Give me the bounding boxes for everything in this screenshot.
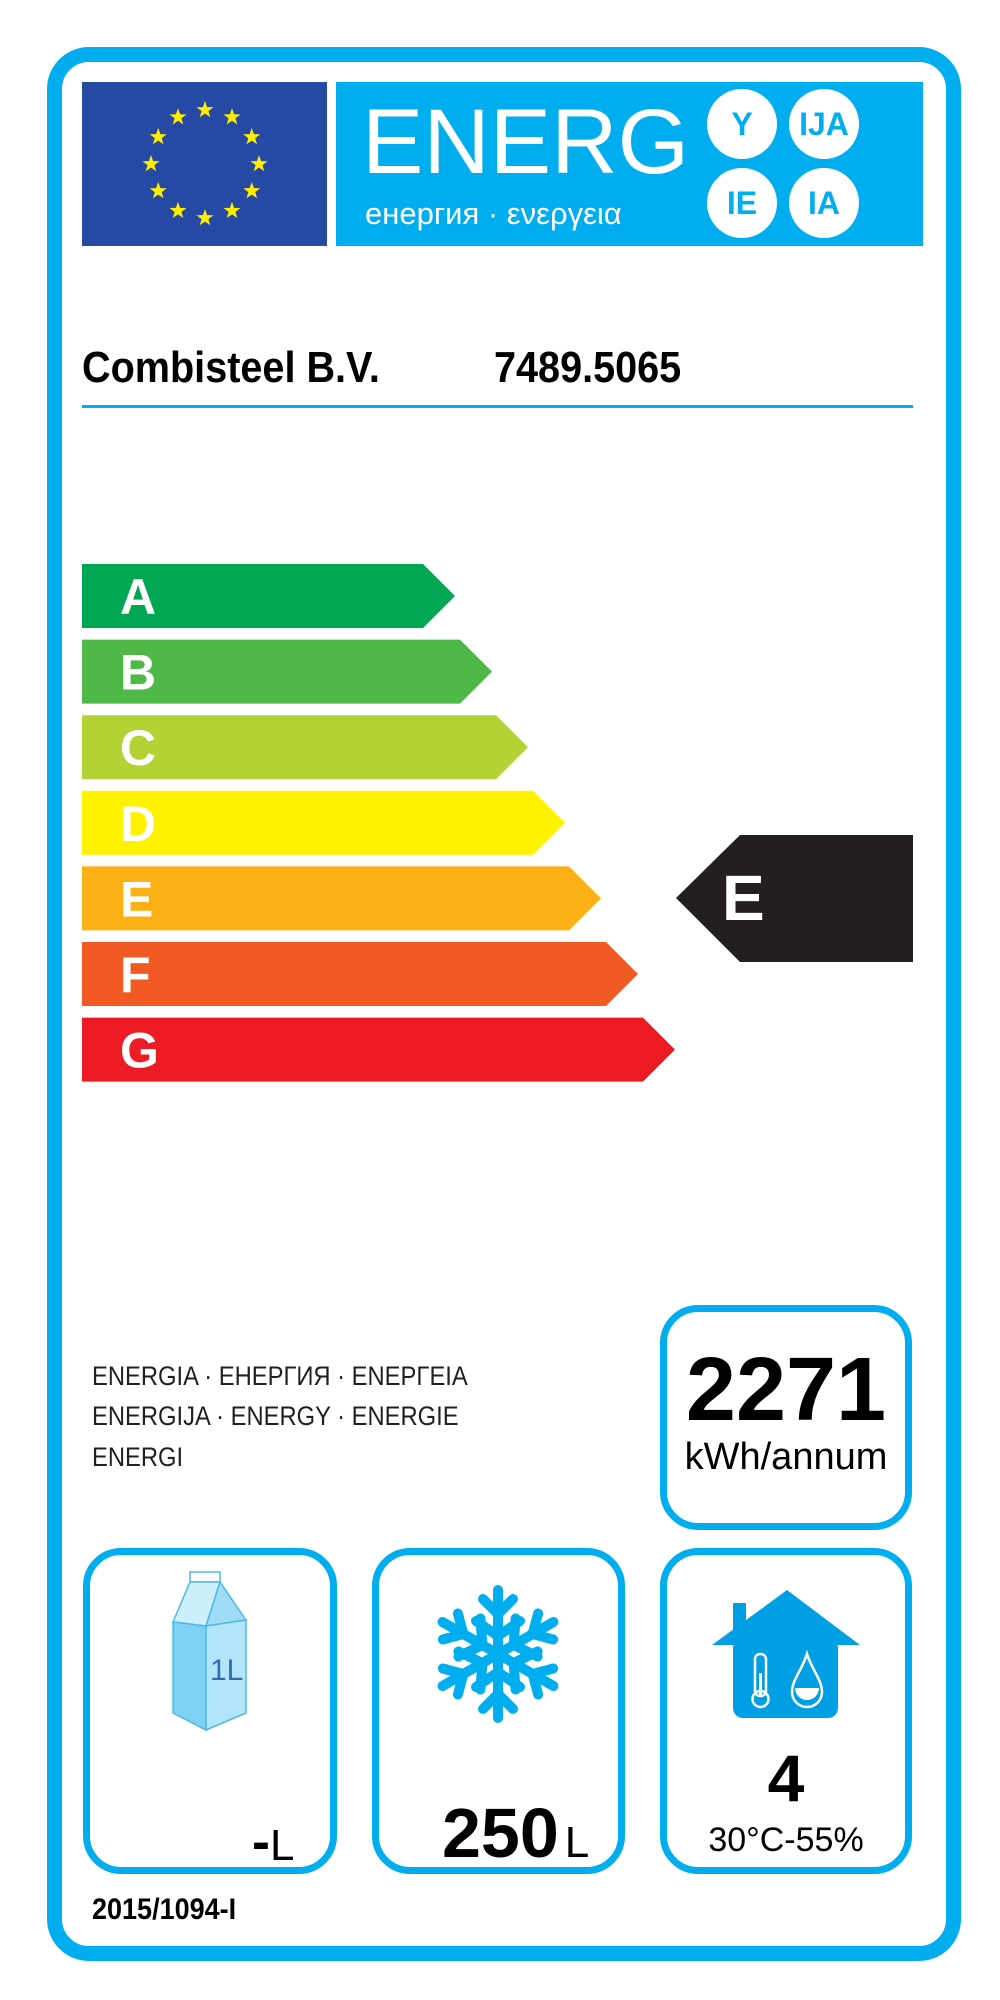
star-icon	[196, 101, 214, 118]
star-icon	[243, 182, 261, 199]
model-identifier: 7489.5065	[494, 343, 682, 392]
climate-class-box	[660, 1548, 912, 1874]
frozen-volume: 250 L	[442, 1798, 589, 1868]
chilled-volume-box	[83, 1548, 337, 1874]
milk-carton-icon: 1L	[171, 1571, 248, 1732]
rating-arrow	[676, 835, 913, 962]
frozen-volume-value: 250	[442, 1794, 559, 1872]
class-letter: C	[120, 720, 156, 776]
class-letter: G	[120, 1023, 159, 1079]
humidity-drop-icon	[790, 1649, 824, 1709]
frozen-volume-box	[372, 1548, 625, 1874]
star-icon	[223, 201, 241, 218]
chilled-volume-value: -	[252, 1812, 270, 1872]
star-icon	[196, 209, 214, 226]
suffix-ia: IA	[789, 168, 859, 238]
class-bar-g	[82, 1017, 675, 1082]
eu-stars-icon	[142, 101, 268, 226]
suffix-ie: IE	[707, 168, 777, 238]
climate-class-value: 4	[767, 1741, 805, 1815]
rating-letter: E	[722, 862, 765, 934]
class-bar-a	[82, 564, 455, 628]
energy-consumption-box	[660, 1305, 912, 1530]
snowflake-icon	[437, 1585, 559, 1723]
star-icon	[243, 128, 261, 145]
suffix-ija: IJA	[789, 89, 859, 159]
energy-consumption-value: 2271	[685, 1340, 887, 1440]
regulation-number: 2015/1094-I	[92, 1893, 237, 1926]
energy-consumption-unit: kWh/annum	[684, 1436, 888, 1478]
supplier-name: Combisteel B.V.	[82, 343, 380, 392]
energy-label-line: ENERGIA · ЕНЕРГИЯ · ΕΝΕΡΓΕΙΑ	[92, 1361, 468, 1391]
energ-word: ENERG	[362, 91, 690, 193]
carton-label: 1L	[210, 1654, 243, 1687]
star-icon	[169, 201, 187, 218]
star-icon	[142, 155, 160, 172]
class-letter: D	[120, 796, 156, 852]
class-letter: A	[120, 569, 156, 625]
star-icon	[149, 128, 167, 145]
climate-conditions: 30°C-55%	[708, 1821, 864, 1859]
house-climate-icon	[712, 1590, 860, 1718]
class-bar-e	[82, 866, 601, 931]
class-letter: F	[120, 947, 151, 1003]
star-icon	[250, 155, 268, 172]
class-letter: B	[120, 645, 156, 701]
chilled-volume-unit: L	[269, 1821, 295, 1870]
thermometer-icon	[751, 1652, 770, 1709]
star-icon	[149, 182, 167, 199]
frozen-volume-unit: L	[564, 1818, 590, 1867]
eu-flag	[82, 82, 327, 246]
star-icon	[223, 108, 241, 125]
energy-label-line: ENERGI	[92, 1442, 184, 1472]
divider	[82, 405, 913, 408]
energ-subtitle: енергия · ενεργεια	[365, 196, 622, 231]
suffix-y: Y	[707, 89, 777, 159]
class-letter: E	[120, 871, 153, 927]
class-bar-b	[82, 639, 492, 704]
chilled-volume: -L	[252, 1815, 294, 1869]
energy-label-line: ENERGIJA · ENERGY · ENERGIE	[92, 1401, 459, 1431]
class-bar-f	[82, 942, 638, 1006]
class-bar-c	[82, 715, 528, 780]
star-icon	[169, 108, 187, 125]
label-border	[47, 47, 961, 1961]
class-bar-d	[82, 790, 565, 855]
